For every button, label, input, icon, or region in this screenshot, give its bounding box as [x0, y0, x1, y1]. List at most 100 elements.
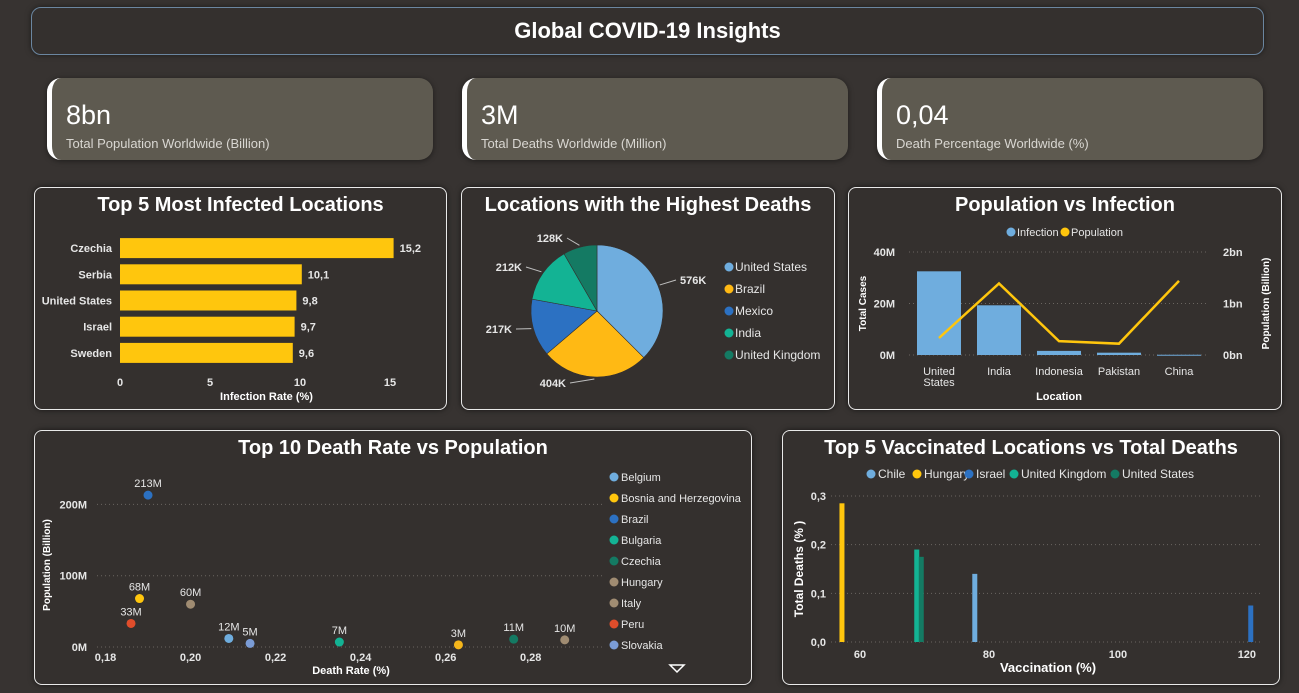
- kpi-value: 3M: [481, 100, 519, 130]
- pie-slice: [531, 253, 598, 312]
- legend-label[interactable]: United States: [735, 260, 807, 274]
- legend-label[interactable]: Peru: [621, 619, 644, 631]
- bar: [1248, 605, 1254, 642]
- legend-marker: [1110, 469, 1120, 479]
- popinf-combo-chart: Infection Population 0M 20M 40M 0bn 1bn 2bn Unit…: [858, 227, 1272, 403]
- kpi-card-deaths: 3M Total Deaths Worldwide (Million): [462, 78, 848, 160]
- legend-label[interactable]: United Kingdom: [1021, 467, 1106, 481]
- y-tick-label: 0,3: [811, 491, 826, 503]
- legend-marker: [609, 493, 619, 503]
- data-label: 10,1: [308, 269, 329, 281]
- legend-label[interactable]: Slovakia: [621, 640, 663, 652]
- series-line: [938, 279, 1180, 345]
- scatter-point[interactable]: [509, 634, 519, 644]
- scatter-point[interactable]: [245, 638, 255, 648]
- data-label: 212K: [496, 262, 522, 274]
- pie-slice: [546, 310, 645, 378]
- x-tick-label: 0,18: [95, 652, 116, 664]
- legend-label[interactable]: Bosnia and Herzegovina: [621, 493, 742, 505]
- legend-marker: [724, 284, 734, 294]
- category-label: Sweden: [70, 348, 112, 360]
- legend-marker: [609, 640, 619, 650]
- data-label: 9,8: [302, 296, 317, 308]
- bar: [120, 290, 297, 311]
- deaths-pie-chart: 576K 404K 217K 212K 128K United States Brazil M…: [486, 233, 821, 390]
- data-label: 9,6: [299, 348, 314, 360]
- chart-title: Locations with the Highest Deaths: [484, 194, 812, 216]
- legend-label[interactable]: United States: [1122, 467, 1194, 481]
- scatter-point[interactable]: [186, 599, 196, 609]
- legend-marker: [1006, 227, 1016, 237]
- y2-axis-title: Population (Billion): [1261, 258, 1272, 350]
- y-tick-label: 20M: [874, 299, 895, 311]
- legend-marker: [912, 469, 922, 479]
- legend-marker: [609, 556, 619, 566]
- kpi-value: 8bn: [66, 100, 112, 130]
- legend-label[interactable]: Infection: [1017, 227, 1059, 239]
- legend-label[interactable]: Hungary: [924, 467, 969, 481]
- legend-label[interactable]: Bulgaria: [621, 535, 662, 547]
- legend-marker: [609, 535, 619, 545]
- dashboard-title: Global COVID-19 Insights: [31, 7, 1264, 55]
- bar: [120, 264, 302, 285]
- legend-label[interactable]: Brazil: [735, 282, 765, 296]
- x-tick-label: 80: [983, 649, 995, 661]
- legend-marker: [724, 350, 734, 360]
- bar: [120, 342, 293, 363]
- x-tick-label: States: [923, 377, 955, 389]
- x-tick-label: 0,22: [265, 652, 286, 664]
- legend-label[interactable]: Chile: [878, 467, 906, 481]
- y2-tick-label: 1bn: [1223, 299, 1243, 311]
- x-tick-label: 0,24: [350, 652, 372, 664]
- legend-label[interactable]: Belgium: [621, 472, 661, 484]
- x-tick-label: 15: [384, 377, 396, 389]
- data-label: 15,2: [400, 243, 421, 255]
- legend-label[interactable]: United Kingdom: [735, 348, 820, 362]
- vaccinated-bar-chart: 0,0 0,1 0,2 0,3 60 80 100 120 Chile Hungary Israel…: [792, 467, 1263, 675]
- y-tick-label: 200M: [59, 499, 87, 511]
- legend-label[interactable]: Population: [1071, 227, 1123, 239]
- legend-label[interactable]: Czechia: [621, 556, 662, 568]
- x-tick-label: 0,26: [435, 652, 456, 664]
- x-tick-label: India: [987, 366, 1012, 378]
- x-tick-label: 0: [117, 377, 123, 389]
- legend-label[interactable]: Italy: [621, 598, 642, 610]
- leader-line: [525, 266, 542, 273]
- x-tick-label: 100: [1109, 649, 1127, 661]
- legend-marker: [609, 577, 619, 587]
- category-label: United States: [42, 296, 112, 308]
- bar: [914, 549, 920, 642]
- y-axis-title: Population (Billion): [42, 519, 53, 611]
- scatter-point[interactable]: [224, 633, 234, 643]
- legend-label[interactable]: India: [735, 326, 761, 340]
- vaccinated-chart-card: Top 5 Vaccinated Locations vs Total Deat…: [782, 430, 1280, 685]
- legend-label[interactable]: Israel: [976, 467, 1005, 481]
- bar: [972, 573, 978, 642]
- scatter-point[interactable]: [334, 637, 344, 647]
- y-tick-label: 0M: [880, 350, 895, 362]
- pie-slice: [530, 298, 598, 355]
- scatter-point[interactable]: [135, 594, 145, 604]
- data-label: 33M: [120, 606, 141, 618]
- chart-title: Top 10 Death Rate vs Population: [238, 437, 548, 459]
- x-tick-label: 0,20: [180, 652, 201, 664]
- data-label: 12M: [218, 621, 239, 633]
- legend-label[interactable]: Hungary: [621, 577, 663, 589]
- data-label: 9,7: [301, 322, 316, 334]
- legend-label[interactable]: Brazil: [621, 514, 649, 526]
- pie-slice: [563, 244, 598, 313]
- infected-chart-card: Top 5 Most Infected Locations Czechia 15,…: [34, 187, 447, 410]
- scatter-point[interactable]: [453, 640, 463, 650]
- scatter-point[interactable]: [126, 618, 136, 628]
- legend-marker: [609, 598, 619, 608]
- legend-scroll-down-icon[interactable]: [668, 664, 686, 674]
- legend-label[interactable]: Mexico: [735, 304, 773, 318]
- pie-slice: [596, 244, 664, 359]
- legend-marker: [1009, 469, 1019, 479]
- y-tick-label: 0M: [72, 642, 87, 654]
- scatter-point[interactable]: [143, 490, 153, 500]
- scatter-point[interactable]: [560, 635, 570, 645]
- y-tick-label: 100M: [59, 571, 87, 583]
- data-label: 7M: [332, 625, 347, 637]
- x-tick-label: China: [1165, 366, 1195, 378]
